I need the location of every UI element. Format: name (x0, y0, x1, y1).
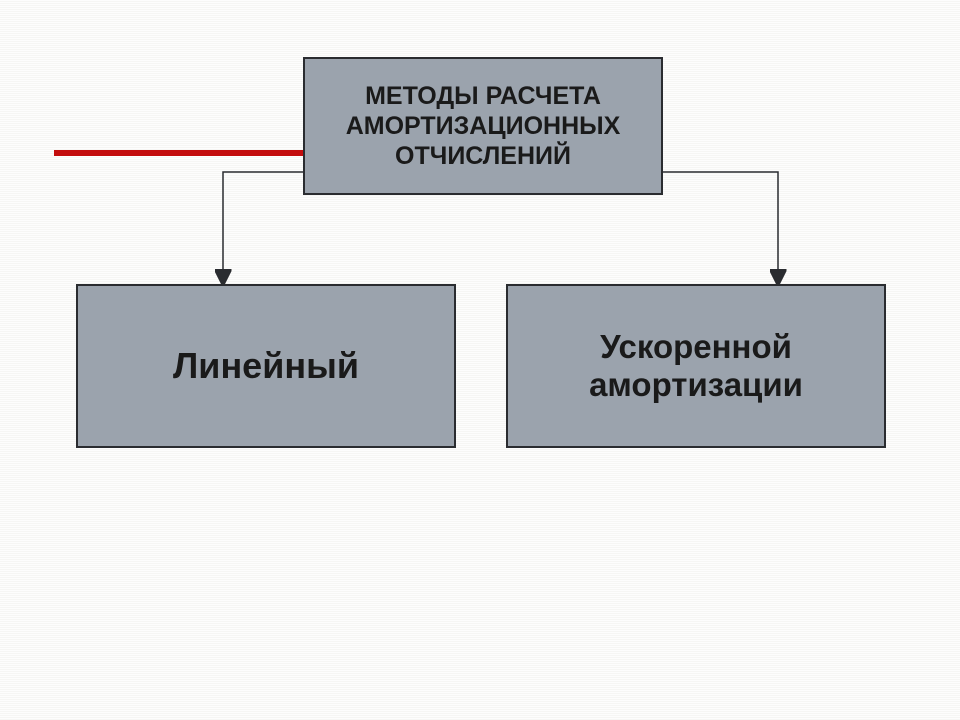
connector-right (663, 172, 778, 282)
child-node-accelerated-label: Ускоренной амортизации (508, 328, 884, 404)
child-node-accelerated: Ускоренной амортизации (506, 284, 886, 448)
child-node-linear: Линейный (76, 284, 456, 448)
root-node-label: МЕТОДЫ РАСЧЕТА АМОРТИЗАЦИОННЫХ ОТЧИСЛЕНИ… (305, 81, 661, 171)
root-node: МЕТОДЫ РАСЧЕТА АМОРТИЗАЦИОННЫХ ОТЧИСЛЕНИ… (303, 57, 663, 195)
child-node-linear-label: Линейный (173, 345, 359, 386)
